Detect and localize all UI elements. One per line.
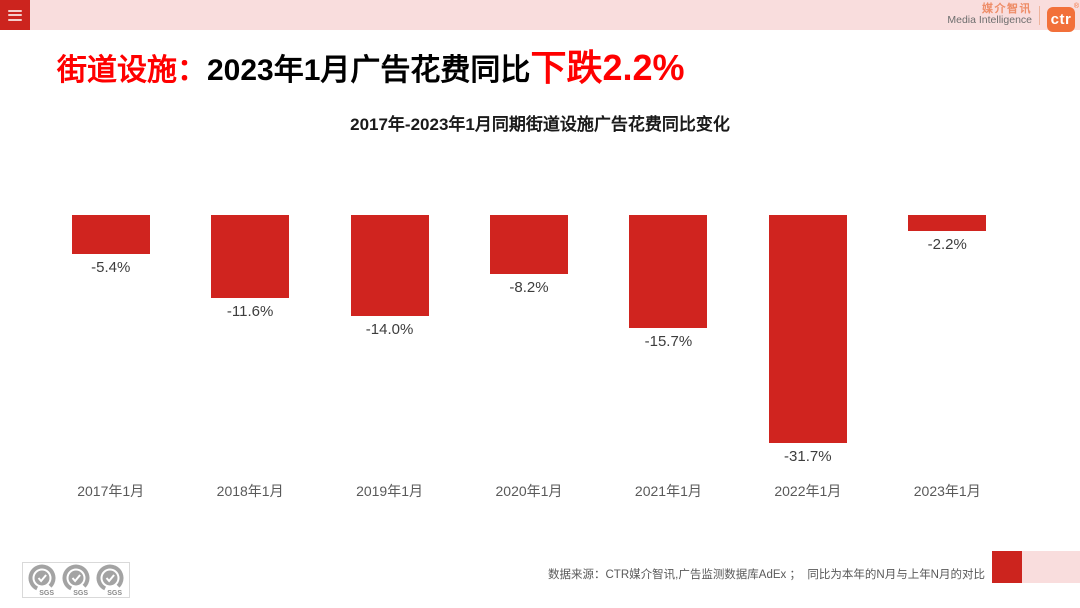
x-axis-label: 2018年1月 [216, 483, 284, 499]
sgs-logo-icon: SGS [62, 564, 90, 597]
title-category: 街道设施： [57, 54, 207, 87]
page-title: 街道设施：2023年1月广告花费同比下跌2.2% [57, 46, 685, 98]
ctr-logo-box: ctr [1047, 7, 1075, 32]
brand-logo: 媒介智讯 Media Intelligence ctr ® [947, 0, 1079, 32]
x-axis-label: 2021年1月 [634, 483, 702, 499]
registered-trademark-icon: ® [1073, 3, 1079, 10]
sgs-logo-icon: SGS [28, 564, 56, 597]
x-axis-label: 2020年1月 [495, 483, 563, 499]
bar-2023年1月 [908, 215, 987, 231]
chart-title: 2017年-2023年1月同期街道设施广告花费同比变化 [350, 115, 730, 134]
chart-column: -5.4% [41, 215, 180, 465]
data-source-note: 数据来源：CTR媒介智讯,广告监测数据库AdEx ； 同比为本年的N月与上年N月… [547, 569, 985, 581]
title-highlight: 下跌2.2% [530, 47, 685, 88]
bar-value-label: -5.4% [91, 259, 131, 276]
bar-value-label: -11.6% [226, 303, 274, 320]
svg-text:SGS: SGS [39, 590, 54, 597]
brand-divider [1039, 5, 1040, 25]
chart-column: -14.0% [320, 215, 459, 465]
title-main: 2023年1月广告花费同比 [207, 54, 531, 87]
x-axis-label: 2023年1月 [913, 483, 981, 499]
brand-text: 媒介智讯 Media Intelligence [947, 2, 1032, 27]
chart-column: -15.7% [599, 215, 738, 465]
svg-text:SGS: SGS [73, 590, 88, 597]
sgs-logo-icon: SGS [96, 564, 124, 597]
menu-button[interactable] [0, 0, 30, 30]
top-band [0, 0, 1080, 30]
footer-accent-pink [1022, 551, 1080, 583]
footer-accent-red [992, 551, 1022, 583]
ctr-logo: ctr ® [1047, 3, 1079, 32]
x-axis-label: 2019年1月 [356, 483, 424, 499]
bar-2017年1月 [71, 215, 150, 254]
bar-2022年1月 [768, 215, 847, 443]
bar-2019年1月 [350, 215, 429, 316]
bar-value-label: -14.0% [365, 321, 414, 338]
x-axis-label: 2017年1月 [77, 483, 145, 499]
chart-column: -2.2% [878, 215, 1017, 465]
brand-name-en: Media Intelligence [947, 14, 1032, 27]
chart-column: -8.2% [459, 215, 598, 465]
sgs-certification: SGS SGS SGS [22, 562, 130, 598]
x-axis-labels: 2017年1月 2018年1月 2019年1月 2020年1月 2021年1月 2022年… [41, 481, 1017, 501]
bar-value-label: -2.2% [927, 236, 967, 253]
brand-name-cn: 媒介智讯 [982, 2, 1032, 15]
bar-value-label: -15.7% [644, 333, 693, 350]
bar-value-label: -31.7% [784, 448, 832, 465]
chart-column: -11.6% [180, 215, 319, 465]
x-axis-label: 2022年1月 [774, 483, 842, 499]
bar-value-label: -8.2% [509, 279, 549, 296]
bar-2021年1月 [629, 215, 708, 328]
chart-column: -31.7% [738, 215, 877, 465]
bar-chart: -5.4% -11.6% -14.0% -8.2% -15.7% -31.7% -2.2% [41, 215, 1017, 465]
bar-2018年1月 [211, 215, 290, 298]
bar-2020年1月 [489, 215, 568, 274]
hamburger-icon [8, 7, 22, 23]
svg-text:SGS: SGS [107, 590, 122, 597]
